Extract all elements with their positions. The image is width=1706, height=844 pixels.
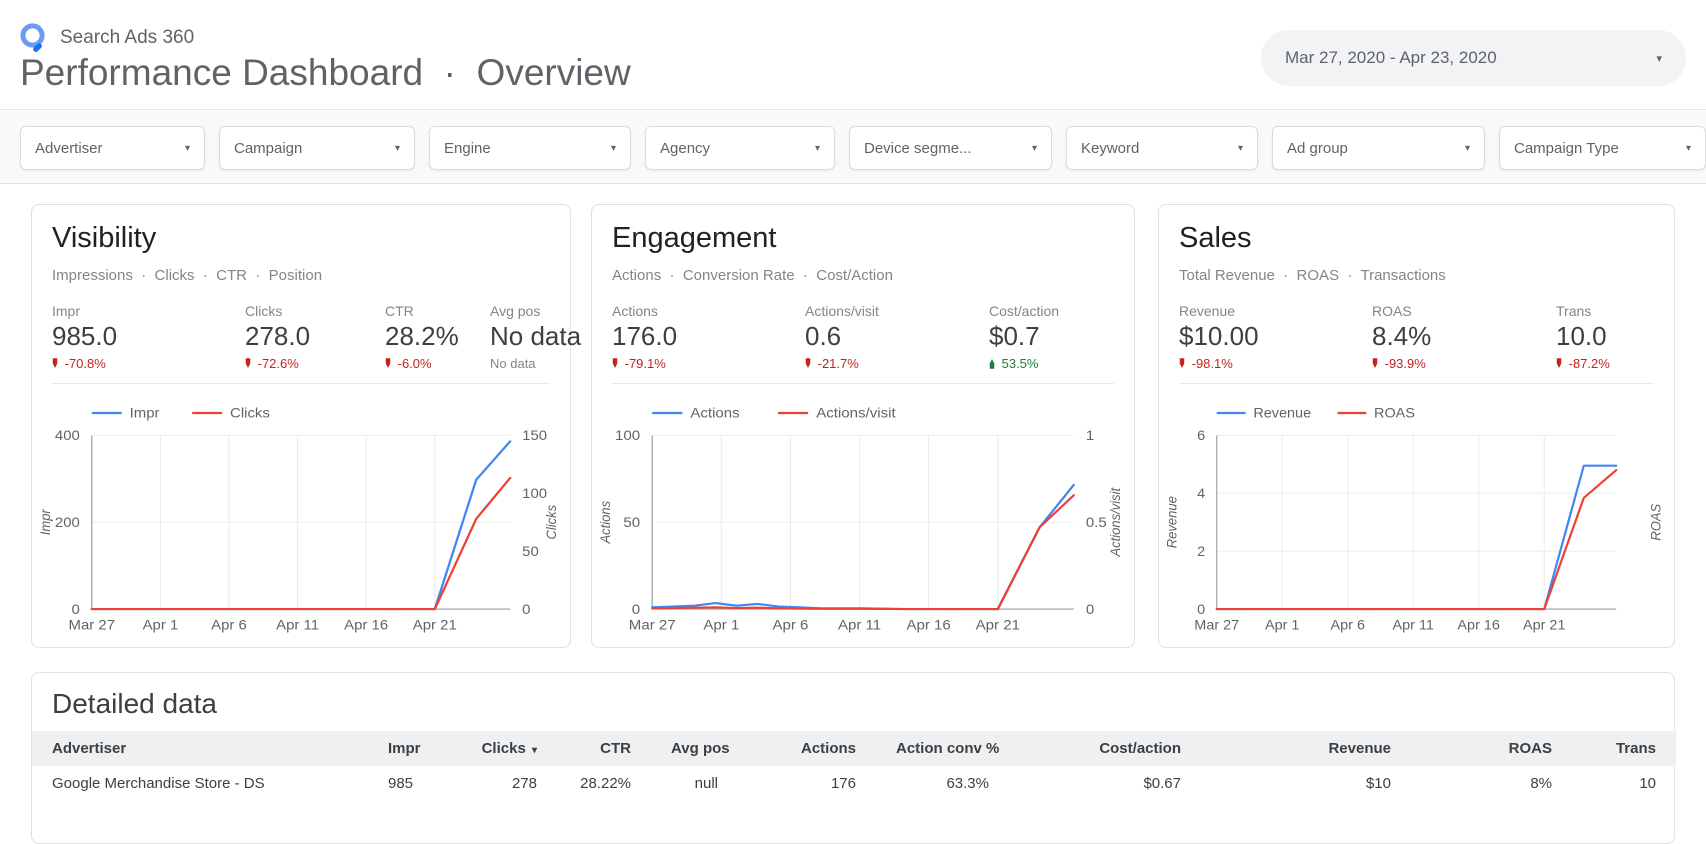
svg-text:Mar 27: Mar 27 [69,618,115,633]
svg-text:Clicks: Clicks [230,406,270,421]
svg-text:6: 6 [1197,428,1205,444]
svg-text:Apr 11: Apr 11 [276,618,319,633]
svg-text:0: 0 [522,602,530,617]
svg-text:Impr: Impr [130,406,160,421]
svg-text:100: 100 [522,486,547,501]
svg-text:400: 400 [55,428,80,443]
svg-text:0.5: 0.5 [1086,515,1107,530]
svg-text:0: 0 [72,602,80,617]
svg-text:Apr 21: Apr 21 [976,618,1020,633]
svg-text:Mar 27: Mar 27 [629,618,676,633]
svg-text:Apr 16: Apr 16 [344,618,388,633]
svg-text:Apr 16: Apr 16 [1457,618,1500,634]
svg-text:50: 50 [522,544,539,559]
svg-text:Actions: Actions [690,406,739,421]
svg-text:Revenue: Revenue [1253,406,1311,422]
svg-text:Apr 1: Apr 1 [703,618,739,633]
svg-text:Apr 6: Apr 6 [772,618,808,633]
svg-text:2: 2 [1197,544,1205,560]
svg-text:1: 1 [1086,428,1094,443]
svg-text:Apr 16: Apr 16 [906,618,950,633]
svg-text:Apr 1: Apr 1 [143,618,179,633]
svg-text:Actions/visit: Actions/visit [816,406,895,421]
svg-text:ROAS: ROAS [1648,504,1663,541]
svg-text:Apr 6: Apr 6 [211,618,247,633]
svg-text:50: 50 [623,515,640,530]
svg-text:Apr 21: Apr 21 [413,618,457,633]
svg-text:Apr 6: Apr 6 [1331,618,1366,634]
svg-text:Apr 11: Apr 11 [1392,618,1434,634]
svg-text:Apr 21: Apr 21 [1523,618,1566,634]
svg-text:Actions/visit: Actions/visit [1107,487,1123,558]
svg-text:Apr 1: Apr 1 [1265,618,1300,634]
svg-text:200: 200 [55,515,80,530]
svg-text:4: 4 [1197,486,1205,502]
svg-text:Impr: Impr [38,509,54,535]
svg-text:Clicks: Clicks [544,505,560,540]
svg-text:0: 0 [1197,602,1205,618]
svg-text:0: 0 [1086,602,1094,617]
svg-text:Actions: Actions [598,501,614,545]
svg-text:0: 0 [632,602,640,617]
svg-text:Mar 27: Mar 27 [1194,618,1239,634]
svg-text:ROAS: ROAS [1374,406,1415,422]
svg-text:Apr 11: Apr 11 [838,618,881,633]
svg-text:100: 100 [615,428,640,443]
svg-text:Revenue: Revenue [1164,496,1179,548]
svg-text:150: 150 [522,428,547,443]
